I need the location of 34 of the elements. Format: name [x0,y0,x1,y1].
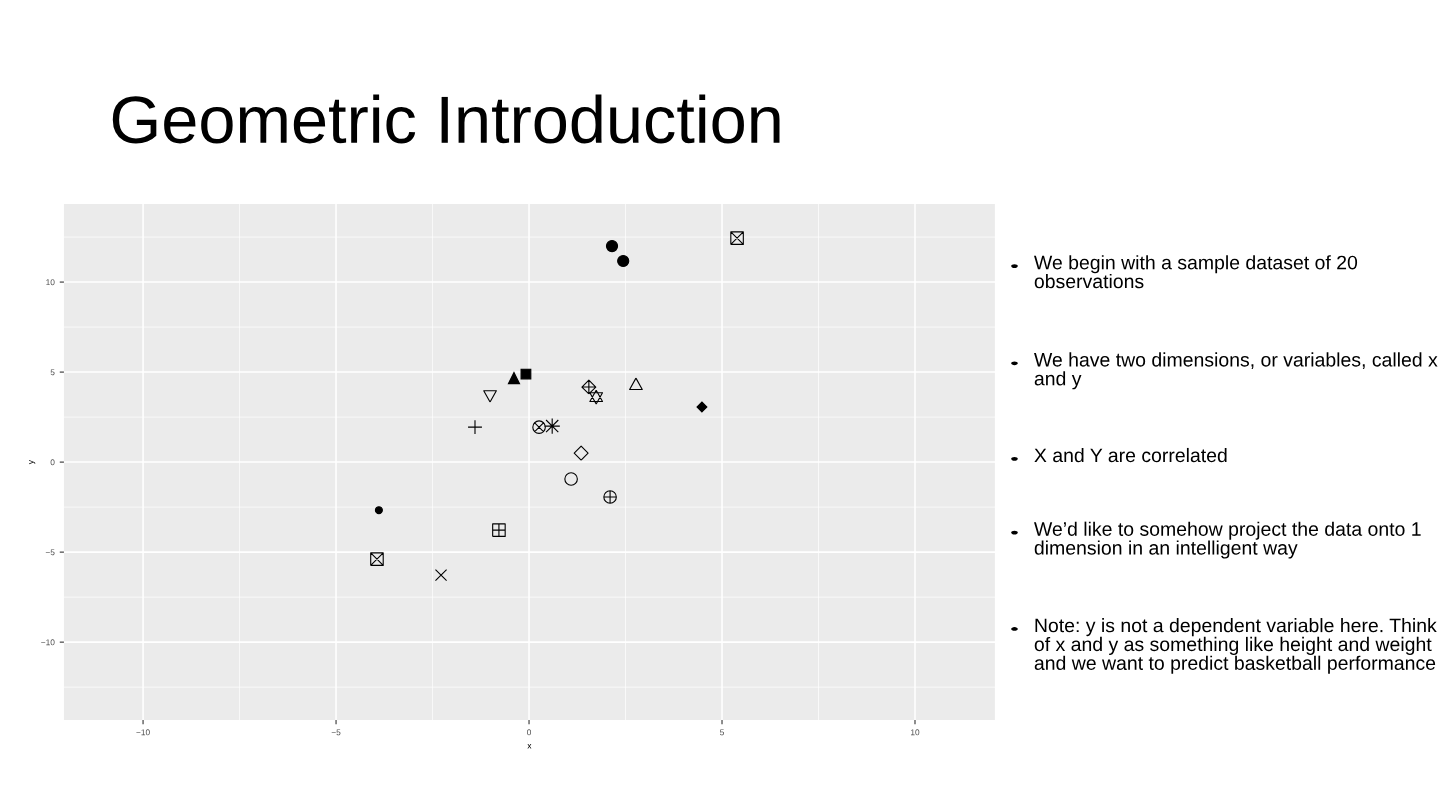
point [564,472,578,486]
point [573,445,589,461]
point [483,390,497,403]
point [507,371,521,385]
text: Note: y is not a dependent variable here. Think of x and y as something like height and weight and we want to predict basketball performance [1034,618,1437,674]
x-tick-label: 10 [911,729,920,736]
y-tick-label: 0 [50,459,55,466]
point [696,401,708,413]
x-tick-label: 0 [527,729,532,736]
x-tick-label: −5 [331,729,341,736]
y-tick-label: 10 [46,279,55,286]
point [581,379,597,395]
point [532,420,546,434]
point [492,523,506,537]
text: X and Y are correlated [1034,447,1227,463]
y-tick-label: −5 [45,549,55,556]
y-tick-label: −10 [41,639,55,646]
point [603,490,617,504]
point [730,231,744,245]
point [589,389,604,405]
point [370,552,384,566]
x-tick-label: −10 [136,729,150,736]
point [617,254,630,268]
text: We’d like to somehow project the data onto 1 dimension in an intelligent way [1034,521,1421,559]
y-axis-title: y [29,460,36,465]
text: We have two dimensions, or variables, called x and y [1034,352,1438,390]
y-tick-label: 5 [50,369,55,376]
x-tick-label: 5 [720,729,724,736]
chart-title: Geometric Introduction [112,94,780,144]
x-axis-title: x [527,744,532,749]
point [629,377,643,391]
text: We begin with a sample dataset of 20 observations [1034,255,1358,289]
point [605,239,619,253]
point [434,569,448,582]
